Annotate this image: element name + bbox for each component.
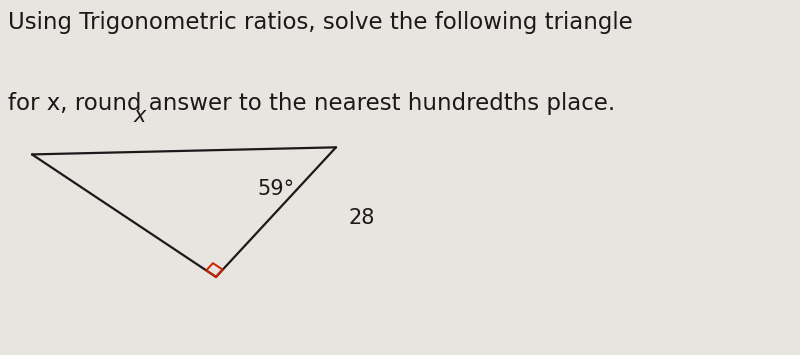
Text: for x, round answer to the nearest hundredths place.: for x, round answer to the nearest hundr…: [8, 92, 615, 115]
Text: x: x: [134, 106, 146, 126]
Text: Using Trigonometric ratios, solve the following triangle: Using Trigonometric ratios, solve the fo…: [8, 11, 633, 34]
Text: 28: 28: [348, 208, 374, 228]
Text: 59°: 59°: [258, 179, 294, 199]
